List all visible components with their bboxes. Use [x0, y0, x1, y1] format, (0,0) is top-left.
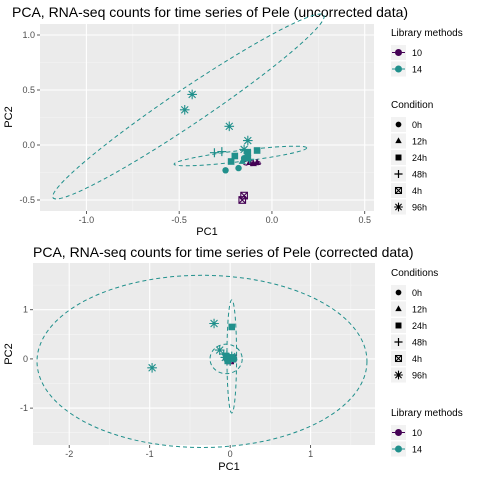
gridlines: [33, 263, 375, 445]
legend-key-24h: [395, 322, 402, 329]
x-tick-label: -1.0: [79, 215, 95, 225]
legend-label: 48h: [412, 170, 427, 180]
point-14-square: [231, 152, 239, 160]
y-axis-label: PC2: [3, 343, 15, 364]
legend-label: 4h: [412, 354, 422, 364]
confidence-ellipse-14: [36, 274, 368, 448]
confidence-ellipse-14: [209, 343, 243, 375]
legend-label: 48h: [412, 338, 427, 348]
point-14-circle: [222, 167, 229, 174]
x-tick-label: -0.5: [171, 215, 187, 225]
legend-key-4h: [394, 186, 403, 195]
points: [179, 89, 261, 204]
point-14-star: [224, 121, 235, 132]
point-14-square: [228, 323, 236, 331]
chart-uncorrected: PCA, RNA-seq counts for time series of P…: [3, 4, 463, 238]
legends: Conditions 0h 12h 24h 48h 4h 96h Library method…: [391, 268, 463, 457]
legend-label: 96h: [412, 371, 427, 381]
point-14-plus: [217, 147, 227, 157]
y-tick-label: 0.5: [22, 85, 35, 95]
legend-title: Library methods: [391, 408, 463, 419]
y-axis-label: PC2: [3, 106, 15, 127]
legend-title: Condition: [391, 100, 433, 111]
point-14-star: [243, 135, 253, 146]
point-14-square: [244, 154, 252, 162]
y-tick-label: 0.0: [22, 140, 35, 150]
x-tick-label: 0.5: [358, 215, 371, 225]
point-14-star: [226, 351, 237, 362]
point-14-star: [147, 362, 157, 373]
legend-key-4h: [394, 354, 403, 363]
point-10-triangle: [253, 158, 261, 165]
x-axis-label: PC1: [218, 461, 239, 473]
confidence-ellipse-14: [52, 13, 325, 200]
legend-label: 4h: [412, 186, 422, 196]
y-tick-label: 0: [23, 354, 28, 364]
legends: Library methods 10 14 Condition 0h 12h 24h 48h 4…: [391, 28, 463, 215]
gridlines: [40, 24, 374, 211]
legend-key-48h: [394, 337, 403, 347]
legend-label: 14: [412, 65, 422, 75]
y-tick-label: 1.0: [22, 30, 35, 40]
legend-key-96h: [394, 202, 403, 212]
legend-key-14: [394, 65, 403, 73]
point-14-star: [220, 352, 231, 363]
chart-title: PCA, RNA-seq counts for time series of P…: [12, 4, 408, 20]
legend-label: 24h: [412, 321, 427, 331]
point-14-plus: [245, 154, 255, 164]
legend-label: 12h: [412, 137, 427, 147]
point-14-star: [214, 345, 225, 355]
point-14-star: [239, 144, 249, 155]
legend-key-24h: [395, 154, 402, 161]
legend-label: 0h: [412, 120, 422, 130]
legend-key-10: [394, 48, 403, 57]
y-tick-label: -1: [20, 403, 28, 413]
legend-key-12h: [395, 305, 402, 312]
y-tick-label: -0.5: [19, 195, 35, 205]
legend-key-48h: [394, 169, 403, 179]
chart-title: PCA, RNA-seq counts for time series of P…: [33, 244, 413, 260]
point-14-circle: [235, 164, 242, 172]
point-14-square: [227, 158, 235, 165]
point-14-triangle: [238, 157, 246, 164]
legend-label: 0h: [412, 288, 422, 298]
legend-key-0h: [395, 121, 402, 128]
legend-label: 12h: [412, 305, 427, 315]
plot-panel: [33, 263, 375, 445]
point-14-square: [253, 147, 261, 154]
point-10-boxx: [238, 196, 247, 204]
x-axis-label: PC1: [196, 226, 217, 238]
confidence-ellipse-14: [173, 145, 308, 167]
point-14-star: [179, 105, 190, 115]
x-tick-label: 0: [228, 449, 233, 459]
point-14-star: [187, 89, 197, 100]
legend-label: 10: [412, 428, 422, 438]
legend-label: 10: [412, 48, 422, 58]
legend-title: Conditions: [391, 268, 438, 279]
ticks: -1.0 -0.5 0.0 0.5 -0.5 0.0 0.5 1.0: [19, 30, 370, 225]
x-tick-label: 0.0: [266, 215, 279, 225]
point-14-square: [244, 149, 252, 156]
x-tick-label: 1: [308, 449, 313, 459]
ticks: -2 -1 0 1 -1 0 1: [20, 305, 313, 459]
point-14-plus: [209, 148, 219, 158]
legend-label: 24h: [412, 153, 427, 163]
chart-corrected: PCA, RNA-seq counts for time series of P…: [3, 244, 463, 473]
legend-label: 14: [412, 445, 422, 455]
legend-key-12h: [395, 137, 402, 144]
x-tick-label: -2: [65, 449, 73, 459]
legend-label: 96h: [412, 203, 427, 213]
point-14-star: [209, 318, 219, 329]
legend-key-96h: [394, 370, 403, 380]
legend-title: Library methods: [391, 28, 463, 39]
legend-key-10: [394, 428, 403, 437]
legend-key-0h: [395, 289, 402, 296]
x-tick-label: -1: [146, 449, 154, 459]
legend-key-14: [394, 445, 403, 453]
y-tick-label: 1: [23, 305, 28, 315]
points: [147, 318, 238, 373]
